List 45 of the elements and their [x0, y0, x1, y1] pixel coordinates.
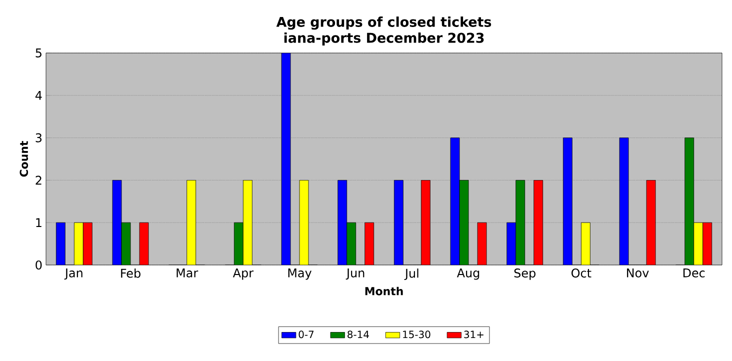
bar [364, 222, 374, 265]
bar [580, 222, 590, 265]
bar [74, 222, 84, 265]
bar [516, 180, 526, 265]
bar [562, 138, 572, 265]
x-axis-title: Month [365, 286, 403, 296]
x-tick-label: Feb [121, 268, 140, 278]
bar [694, 222, 704, 265]
bar [186, 180, 196, 265]
legend-label: 8-14 [348, 330, 369, 338]
x-tick-label: Dec [683, 268, 705, 278]
y-tick-label: 1 [36, 218, 42, 227]
legend-label: 0-7 [298, 330, 314, 338]
x-tick-label: Jul [404, 268, 418, 280]
x-tick-label: Nov [627, 268, 649, 278]
bar [534, 180, 544, 265]
bar [702, 222, 712, 265]
x-tick-label: Oct [572, 268, 592, 278]
y-tick-label: 4 [35, 91, 42, 100]
x-tick-label: Aug [456, 268, 480, 280]
y-axis-title: Count [20, 141, 28, 177]
bar [394, 180, 404, 265]
bar [338, 180, 348, 265]
y-tick-label: 5 [36, 48, 42, 58]
x-tick-label: Jan [64, 268, 82, 280]
legend-label: 31+ [464, 330, 484, 338]
y-tick-label: 3 [36, 133, 42, 142]
chart-title: Age groups of closed tickets [276, 16, 492, 30]
x-tick-label: Mar [176, 268, 198, 278]
legend-label: 15-30 [403, 330, 430, 338]
x-tick-label: Sep [514, 268, 536, 280]
bar [346, 222, 356, 265]
bar [82, 222, 92, 265]
bar [234, 222, 244, 265]
x-tick-label: Jun [346, 268, 364, 280]
y-tick-label: 0 [36, 260, 42, 270]
x-tick-label: May [288, 268, 312, 280]
bar [506, 222, 516, 265]
bar [242, 180, 252, 265]
bar [56, 222, 66, 265]
chart-subtitle: iana-ports December 2023 [284, 32, 484, 46]
bar [420, 180, 430, 265]
x-tick-label: Apr [232, 268, 254, 280]
y-tick-label: 2 [36, 176, 42, 185]
bar [684, 138, 694, 265]
